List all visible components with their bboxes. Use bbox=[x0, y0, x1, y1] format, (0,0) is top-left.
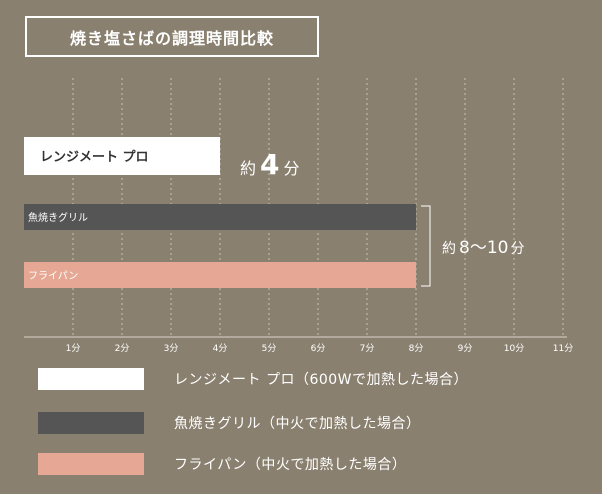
range-bracket bbox=[421, 205, 431, 287]
x-tick-label: 6分 bbox=[311, 343, 326, 354]
bar-label: 魚焼きグリル bbox=[28, 211, 88, 224]
x-tick-label: 11分 bbox=[553, 343, 573, 354]
legend-item-grill: 魚焼きグリル（中火で加熱した場合） bbox=[38, 412, 421, 434]
legend-swatch-rangemate bbox=[38, 368, 144, 390]
x-tick-label: 8分 bbox=[409, 343, 424, 354]
x-tick-label: 7分 bbox=[360, 343, 375, 354]
x-tick-label: 4分 bbox=[213, 343, 228, 354]
annotation-grill-frypan: 約 8～10 分 bbox=[442, 238, 524, 258]
bar-label: フライパン bbox=[28, 270, 78, 282]
legend-swatch-frypan bbox=[38, 453, 144, 475]
x-tick-label: 9分 bbox=[458, 343, 473, 354]
legend-item-frypan: フライパン（中火で加熱した場合） bbox=[38, 453, 406, 475]
chart-title: 焼き塩さばの調理時間比較 bbox=[25, 16, 319, 57]
x-tick-label: 3分 bbox=[164, 343, 179, 354]
x-tick-label: 5分 bbox=[262, 343, 277, 354]
legend-item-rangemate: レンジメート プロ（600Wで加熱した場合） bbox=[38, 368, 468, 390]
legend-label-frypan: フライパン（中火で加熱した場合） bbox=[174, 457, 407, 473]
x-tick-label: 2分 bbox=[115, 343, 130, 354]
x-tick-label: 10分 bbox=[504, 343, 524, 354]
bar bbox=[24, 204, 416, 230]
bar bbox=[24, 137, 220, 175]
bar-label: レンジメート プロ bbox=[40, 150, 149, 165]
legend-label-grill: 魚焼きグリル（中火で加熱した場合） bbox=[174, 416, 421, 432]
legend-swatch-grill bbox=[38, 412, 144, 434]
bar bbox=[24, 262, 416, 288]
x-tick-label: 1分 bbox=[66, 343, 81, 354]
legend-label-rangemate: レンジメート プロ（600Wで加熱した場合） bbox=[174, 372, 469, 388]
